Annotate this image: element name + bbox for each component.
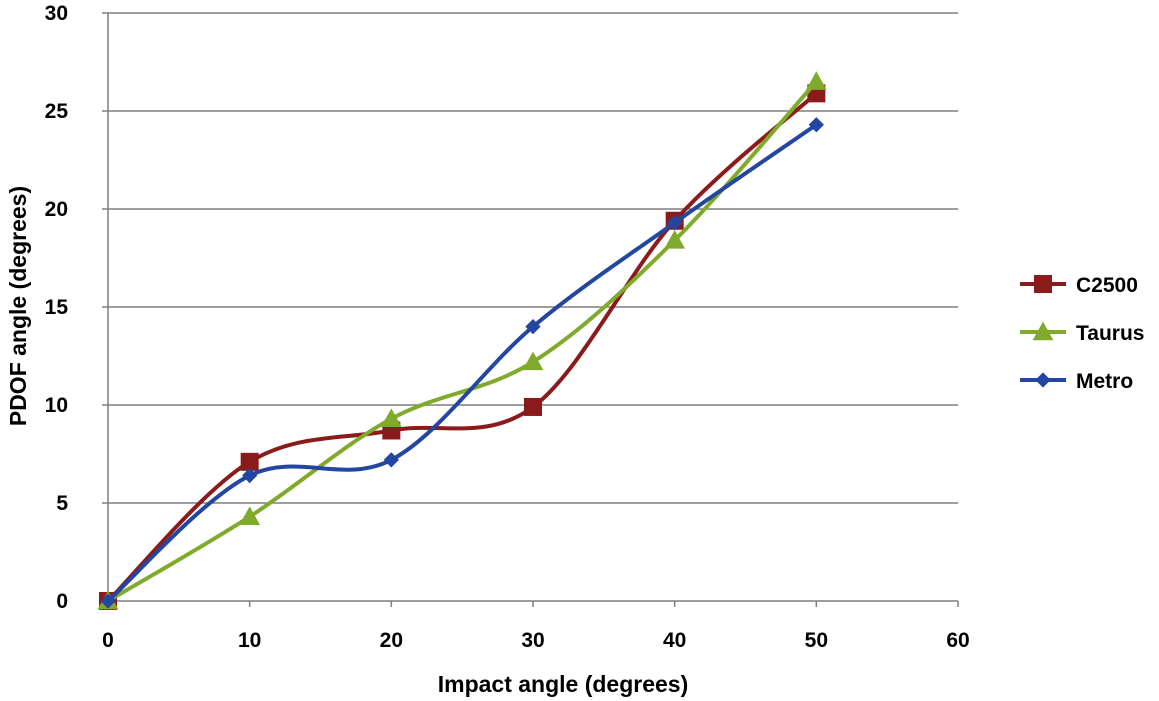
gridlines [108,12,958,504]
series [97,71,827,610]
y-tick-label-5: 5 [56,492,68,515]
legend-item-taurus: Taurus [1020,321,1144,345]
legend-marker-metro [1035,372,1051,388]
series-taurus [97,71,827,610]
series-line-metro [106,122,819,603]
data-point-metro-0 [100,593,116,609]
x-tick-label-10: 10 [238,629,261,652]
legend: C2500 Taurus Metro [1020,274,1144,393]
legend-item-c2500: C2500 [1020,274,1138,297]
y-axis-title: PDOF angle (degrees) [5,186,31,426]
data-point-taurus-40 [664,230,686,249]
y-tick-label-25: 25 [45,100,69,123]
data-point-taurus-50 [805,71,827,90]
data-point-metro-20 [383,452,399,468]
legend-marker-c2500 [1034,275,1052,293]
y-tick-label-10: 10 [45,394,68,417]
x-tick-label-30: 30 [521,629,544,652]
data-point-metro-10 [242,467,258,484]
x-tick-label-50: 50 [805,629,828,652]
legend-label-c2500: C2500 [1076,274,1138,297]
x-tick-label-60: 60 [946,629,969,652]
data-point-c2500-10 [240,452,259,471]
data-point-taurus-30 [522,351,544,371]
y-tick-label-0: 0 [56,590,68,613]
y-tick-label-20: 20 [45,198,68,221]
legend-item-metro: Metro [1020,370,1133,393]
data-point-metro-30 [525,318,541,335]
y-tick-label-30: 30 [45,2,68,25]
data-point-c2500-30 [524,397,542,416]
tick-labels: 0 5 10 15 20 25 30 0 10 20 30 40 50 60 [45,2,970,652]
series-c2500 [99,84,826,610]
series-line-taurus [106,79,819,603]
data-point-taurus-20 [380,408,402,427]
series-metro [100,117,824,609]
legend-marker-taurus [1032,321,1054,341]
data-point-taurus-10 [239,506,261,525]
legend-label-taurus: Taurus [1076,322,1144,345]
data-point-metro-40 [667,215,683,231]
axes [102,12,959,607]
x-tick-label-40: 40 [663,629,686,652]
x-tick-label-20: 20 [380,629,403,652]
x-axis-title: Impact angle (degrees) [438,671,689,697]
data-point-metro-50 [808,117,824,133]
legend-label-metro: Metro [1076,370,1133,393]
x-tick-label-0: 0 [102,629,114,652]
y-tick-label-15: 15 [45,296,69,319]
series-line-c2500 [106,91,819,603]
